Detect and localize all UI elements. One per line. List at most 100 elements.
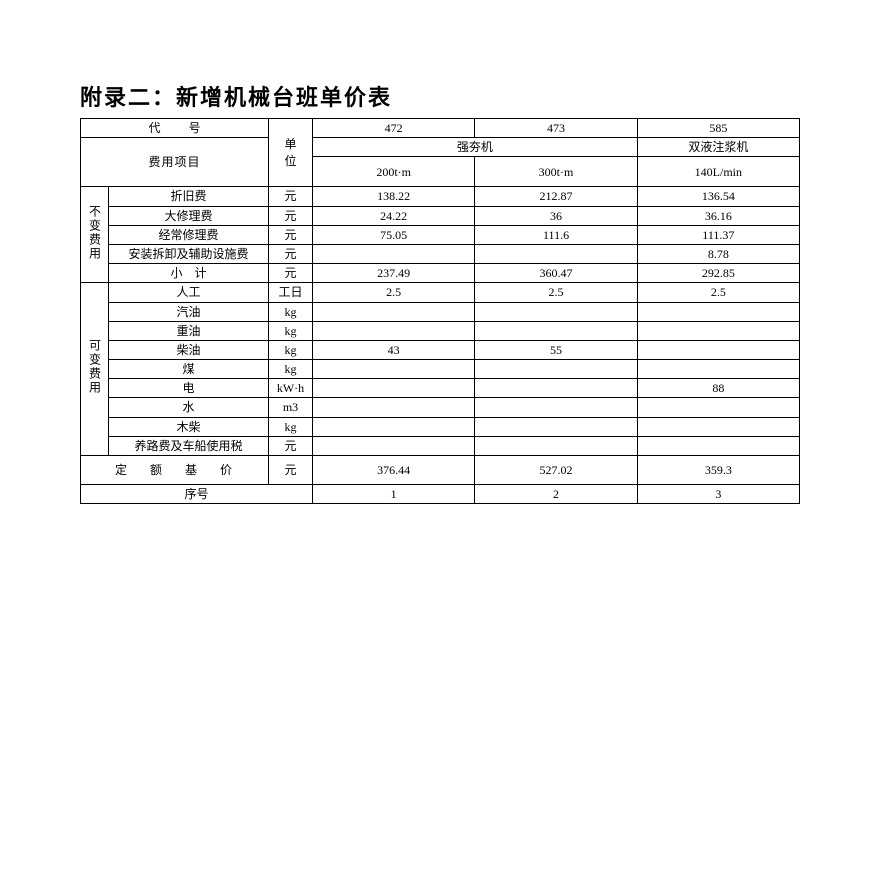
cell [637,321,799,340]
cell [313,244,475,263]
table-row: 序号 1 2 3 [81,485,800,504]
cell: 8.78 [637,244,799,263]
table-row: 可变费用 人工 工日 2.5 2.5 2.5 [81,283,800,302]
spec-1: 200t·m [313,157,475,187]
cell: 136.54 [637,187,799,206]
table-row: 养路费及车船使用税 元 [81,436,800,455]
cell [475,360,637,379]
item-name: 汽油 [109,302,269,321]
item-unit: kg [269,417,313,436]
item-name: 煤 [109,360,269,379]
unit-label: 单位 [269,119,313,187]
cell: 55 [475,340,637,359]
group-2: 双液注浆机 [637,138,799,157]
cell [313,379,475,398]
cell [475,436,637,455]
cell [475,244,637,263]
price-table: 代号 单位 472 473 585 费用项目 强夯机 双液注浆机 200t·m … [80,118,800,504]
base-price-label: 定 额 基 价 [81,456,269,485]
cell: 111.37 [637,225,799,244]
cell: 292.85 [637,264,799,283]
item-unit: 元 [269,225,313,244]
cell [637,340,799,359]
item-unit: kg [269,340,313,359]
item-unit: 工日 [269,283,313,302]
cell [475,398,637,417]
cell: 75.05 [313,225,475,244]
base-price-unit: 元 [269,456,313,485]
cell: 1 [313,485,475,504]
table-row: 小 计 元 237.49 360.47 292.85 [81,264,800,283]
cell: 2.5 [475,283,637,302]
item-unit: 元 [269,244,313,263]
item-unit: 元 [269,264,313,283]
item-name: 木柴 [109,417,269,436]
cell: 212.87 [475,187,637,206]
item-unit: 元 [269,187,313,206]
cell [313,302,475,321]
code-472: 472 [313,119,475,138]
table-row: 大修理费 元 24.22 36 36.16 [81,206,800,225]
table-row: 经常修理费 元 75.05 111.6 111.37 [81,225,800,244]
item-name: 人工 [109,283,269,302]
cell: 376.44 [313,456,475,485]
table-row: 重油 kg [81,321,800,340]
table-row: 汽油 kg [81,302,800,321]
cell: 138.22 [313,187,475,206]
cell [637,398,799,417]
cell [313,436,475,455]
variable-group-label: 可变费用 [81,283,109,456]
cell: 88 [637,379,799,398]
cell [313,417,475,436]
table-row: 水 m3 [81,398,800,417]
item-name: 经常修理费 [109,225,269,244]
code-473: 473 [475,119,637,138]
item-unit: kW·h [269,379,313,398]
table-row: 木柴 kg [81,417,800,436]
cell [313,398,475,417]
cell: 360.47 [475,264,637,283]
cell [475,321,637,340]
item-name: 安装拆卸及辅助设施费 [109,244,269,263]
cell: 2.5 [313,283,475,302]
item-unit: kg [269,321,313,340]
code-585: 585 [637,119,799,138]
item-unit: 元 [269,436,313,455]
cell: 237.49 [313,264,475,283]
cell [475,417,637,436]
item-unit: kg [269,302,313,321]
cell [637,436,799,455]
cell [637,360,799,379]
table-row: 柴油 kg 43 55 [81,340,800,359]
cell: 359.3 [637,456,799,485]
cell [313,360,475,379]
item-name: 小 计 [109,264,269,283]
table-row: 安装拆卸及辅助设施费 元 8.78 [81,244,800,263]
item-name: 电 [109,379,269,398]
cell [313,321,475,340]
spec-3: 140L/min [637,157,799,187]
cell: 36.16 [637,206,799,225]
code-label: 代号 [81,119,269,138]
cell: 43 [313,340,475,359]
cell: 3 [637,485,799,504]
cell: 111.6 [475,225,637,244]
table-row: 费用项目 强夯机 双液注浆机 [81,138,800,157]
table-row: 电 kW·h 88 [81,379,800,398]
cell: 527.02 [475,456,637,485]
cell: 36 [475,206,637,225]
item-name: 养路费及车船使用税 [109,436,269,455]
fee-item-label: 费用项目 [81,138,269,187]
cell [637,417,799,436]
table-row: 不变费用 折旧费 元 138.22 212.87 136.54 [81,187,800,206]
item-name: 水 [109,398,269,417]
table-row: 定 额 基 价 元 376.44 527.02 359.3 [81,456,800,485]
seq-label: 序号 [81,485,313,504]
cell [475,302,637,321]
cell: 2 [475,485,637,504]
fixed-group-label: 不变费用 [81,187,109,283]
item-unit: kg [269,360,313,379]
page-title: 附录二：新增机械台班单价表 [80,80,800,112]
cell [475,379,637,398]
cell [637,302,799,321]
